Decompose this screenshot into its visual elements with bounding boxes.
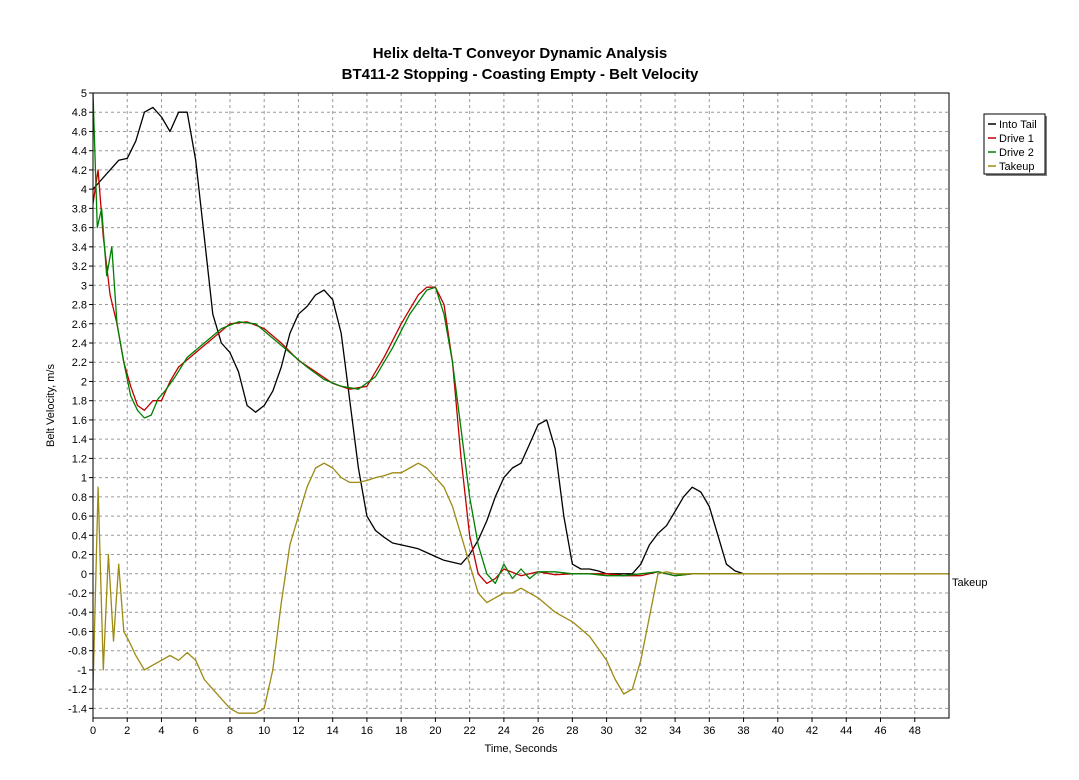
y-tick-label: 2 xyxy=(81,376,87,388)
y-tick-label: 1 xyxy=(81,473,87,485)
legend-label: Into Tail xyxy=(999,119,1037,131)
y-tick-label: 4.8 xyxy=(72,107,87,119)
chart-subtitle: BT411-2 Stopping - Coasting Empty - Belt… xyxy=(342,66,699,83)
legend-label: Drive 1 xyxy=(999,133,1034,145)
x-tick-label: 38 xyxy=(737,725,749,737)
x-tick-label: 26 xyxy=(532,725,544,737)
y-tick-label: -0.4 xyxy=(68,607,87,619)
x-tick-label: 0 xyxy=(90,725,96,737)
series-line-drive-1 xyxy=(93,169,744,585)
legend-label: Drive 2 xyxy=(999,147,1034,159)
y-tick-label: 2.4 xyxy=(72,338,87,350)
y-tick-label: 0.6 xyxy=(72,511,87,523)
y-tick-label: 2.8 xyxy=(72,300,87,312)
y-tick-label: 0.4 xyxy=(72,530,87,542)
y-tick-label: 2.2 xyxy=(72,357,87,369)
y-tick-label: 3 xyxy=(81,280,87,292)
x-tick-label: 44 xyxy=(840,725,852,737)
y-tick-label: 1.4 xyxy=(72,434,87,446)
axis-ticks: 0 2 4 6 8 10 12 14 16 18 20 22 24 26 28 30 32 34 36 38 40 42 4… xyxy=(68,88,921,737)
x-tick-label: 20 xyxy=(429,725,441,737)
y-tick-label: 4.6 xyxy=(72,126,87,138)
x-tick-label: 14 xyxy=(327,725,339,737)
x-tick-label: 10 xyxy=(258,725,270,737)
y-tick-label: 1.6 xyxy=(72,415,87,427)
grid xyxy=(93,92,949,718)
y-tick-label: -0.6 xyxy=(68,626,87,638)
end-label: Takeup xyxy=(952,577,987,589)
y-tick-label: 3.4 xyxy=(72,242,87,254)
y-tick-label: 3.2 xyxy=(72,261,87,273)
x-tick-label: 30 xyxy=(600,725,612,737)
legend-label: Takeup xyxy=(999,161,1034,173)
y-tick-label: -0.8 xyxy=(68,646,87,658)
x-tick-label: 2 xyxy=(124,725,130,737)
x-tick-label: 40 xyxy=(772,725,784,737)
x-tick-label: 36 xyxy=(703,725,715,737)
x-tick-label: 24 xyxy=(498,725,510,737)
x-tick-label: 22 xyxy=(464,725,476,737)
y-tick-label: -1 xyxy=(77,665,87,677)
x-axis-title: Time, Seconds xyxy=(485,743,558,755)
y-tick-label: -0.2 xyxy=(68,588,87,600)
x-tick-label: 6 xyxy=(193,725,199,737)
y-tick-label: 1.2 xyxy=(72,453,87,465)
y-tick-label: -1.4 xyxy=(68,703,87,715)
x-tick-label: 42 xyxy=(806,725,818,737)
x-tick-label: 8 xyxy=(227,725,233,737)
x-tick-label: 4 xyxy=(158,725,164,737)
y-tick-label: 2.6 xyxy=(72,319,87,331)
y-tick-label: 4.4 xyxy=(72,146,87,158)
y-tick-label: 5 xyxy=(81,88,87,100)
y-tick-label: 0.2 xyxy=(72,550,87,562)
x-tick-label: 32 xyxy=(635,725,647,737)
y-tick-label: 3.8 xyxy=(72,203,87,215)
x-tick-label: 12 xyxy=(292,725,304,737)
y-tick-label: 4.2 xyxy=(72,165,87,177)
plot-frame xyxy=(92,92,950,719)
x-tick-label: 34 xyxy=(669,725,681,737)
x-tick-label: 48 xyxy=(909,725,921,737)
x-tick-label: 28 xyxy=(566,725,578,737)
x-tick-label: 16 xyxy=(361,725,373,737)
series-group xyxy=(93,93,949,714)
legend: Into Tail Drive 1 Drive 2 Takeup xyxy=(983,113,1047,176)
x-tick-label: 18 xyxy=(395,725,407,737)
y-tick-label: 0.8 xyxy=(72,492,87,504)
y-tick-label: 0 xyxy=(81,569,87,581)
series-line-drive-2 xyxy=(93,93,744,585)
chart-title: Helix delta-T Conveyor Dynamic Analysis xyxy=(373,45,668,62)
series-line-into-tail xyxy=(93,106,744,575)
y-tick-label: 4 xyxy=(81,184,87,196)
y-tick-label: 3.6 xyxy=(72,223,87,235)
y-tick-label: -1.2 xyxy=(68,684,87,696)
series-line-takeup xyxy=(93,462,949,714)
x-tick-label: 46 xyxy=(874,725,886,737)
y-tick-label: 1.8 xyxy=(72,396,87,408)
y-axis-title: Belt Velocity, m/s xyxy=(45,364,57,447)
